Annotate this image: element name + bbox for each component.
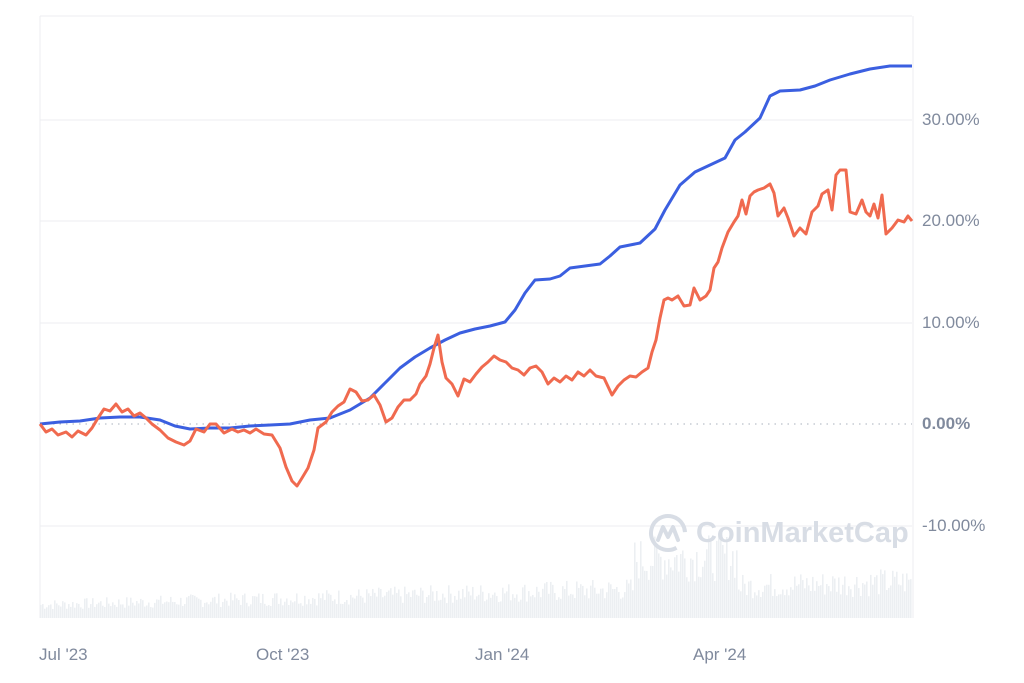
y-tick-30: 30.00% — [922, 110, 980, 129]
orange-series-line — [38, 168, 914, 488]
volume-bars — [40, 533, 912, 618]
coinmarketcap-watermark: CoinMarketCap — [648, 513, 909, 553]
x-tick-oct23: Oct '23 — [256, 645, 310, 664]
gridlines — [40, 119, 912, 527]
x-tick-apr24: Apr '24 — [693, 645, 747, 664]
y-tick-10: 10.00% — [922, 313, 980, 332]
blue-series-line — [39, 64, 912, 431]
x-tick-jan24: Jan '24 — [475, 645, 530, 664]
x-tick-jul23: Jul '23 — [39, 645, 88, 664]
y-tick-neg10: -10.00% — [922, 516, 986, 535]
coinmarketcap-logo-icon — [649, 514, 687, 552]
watermark-text: CoinMarketCap — [696, 516, 909, 549]
y-tick-20: 20.00% — [922, 211, 980, 230]
y-tick-0: 0.00% — [922, 414, 971, 433]
